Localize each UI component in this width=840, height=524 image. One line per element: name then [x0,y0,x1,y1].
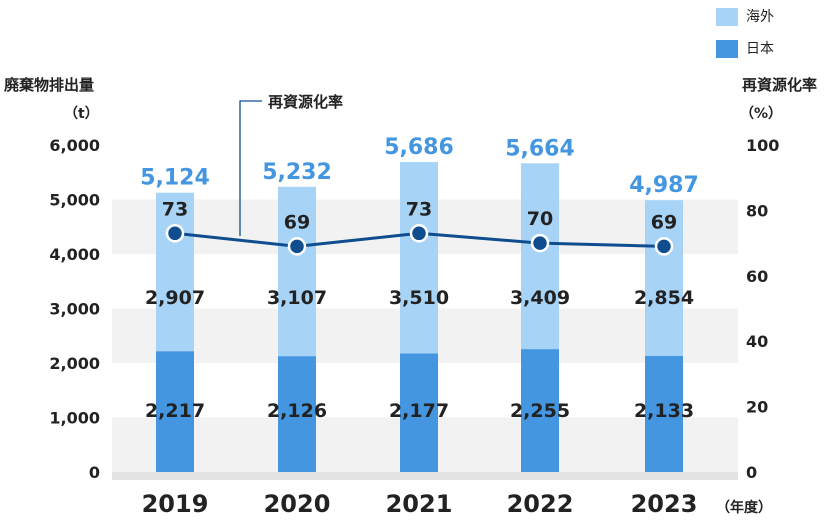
data-label-japan: 2,126 [267,400,327,422]
bar-overseas [521,163,559,350]
bar-overseas [400,162,438,354]
y-tick-label-left: 4,000 [49,245,100,264]
left-axis-title: 廃棄物排出量 [4,76,94,94]
x-tick-label: 2021 [386,490,453,518]
bar-japan [156,351,194,472]
x-tick-label: 2022 [507,490,574,518]
data-label-overseas: 3,409 [510,287,570,309]
line-callout-leader [239,100,262,236]
data-label-rate: 70 [527,208,553,230]
data-label-rate: 69 [651,211,677,233]
bar-japan [521,349,559,472]
legend-swatch-overseas [716,8,738,26]
bar-overseas [156,192,194,352]
y-tick-label-right: 0 [746,463,757,482]
data-label-rate: 69 [284,211,310,233]
x-tick-label: 2019 [142,490,209,518]
data-label-japan: 2,255 [510,400,570,422]
y-tick-label-left: 0 [89,463,100,482]
legend-label-overseas: 海外 [746,9,774,25]
x-tick-label: 2020 [264,490,331,518]
y-tick-label-left: 2,000 [49,354,100,373]
right-axis-title: 再資源化率 [742,76,817,94]
y-tick-label-right: 100 [746,136,779,155]
line-point [530,233,550,253]
line-point [409,224,429,243]
y-tick-label-left: 5,000 [49,191,100,210]
data-label-total: 4,987 [629,173,699,198]
x-tick-label: 2023 [631,490,698,518]
data-label-overseas: 3,107 [267,287,327,309]
data-label-rate: 73 [406,198,432,220]
y-tick-label-right: 60 [746,267,768,286]
x-axis-unit: （年度） [716,499,772,516]
y-tick-label-left: 3,000 [49,300,100,319]
y-tick-label-right: 20 [746,398,768,417]
line-callout-label: 再資源化率 [268,93,343,111]
data-label-rate: 73 [162,198,188,220]
data-label-overseas: 2,907 [145,287,205,309]
y-tick-label-right: 80 [746,201,768,220]
data-label-total: 5,232 [262,160,332,185]
left-axis-unit: （t） [64,106,99,122]
bar-overseas [278,186,316,357]
line-point [165,224,185,243]
data-label-japan: 2,217 [145,400,205,422]
y-tick-label-left: 1,000 [49,409,100,428]
right-axis-unit: （%） [740,106,782,122]
x-axis-baseline [112,472,738,480]
bar-japan [645,355,683,472]
data-label-total: 5,124 [140,166,210,191]
legend-label-japan: 日本 [746,41,774,57]
data-label-total: 5,686 [384,135,454,160]
bar-overseas [645,200,683,356]
data-label-japan: 2,177 [389,400,449,422]
data-label-total: 5,664 [505,136,575,161]
bar-japan [400,353,438,472]
y-tick-label-left: 6,000 [49,136,100,155]
line-point [287,237,307,256]
legend-swatch-japan [716,40,738,58]
data-label-japan: 2,133 [634,400,694,422]
line-point [654,237,674,256]
data-label-overseas: 2,854 [634,287,694,309]
y-tick-label-right: 40 [746,332,768,351]
data-label-overseas: 3,510 [389,287,449,309]
bar-japan [278,356,316,472]
